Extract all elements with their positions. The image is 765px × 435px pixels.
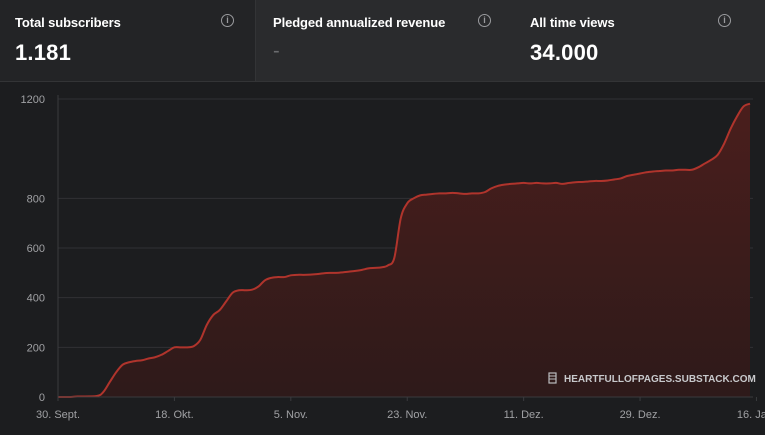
x-tick-label: 5. Nov.	[274, 409, 308, 421]
x-tick-label: 16. Jan.	[737, 409, 765, 421]
info-icon[interactable]: i	[478, 14, 491, 27]
stat-card-total-subscribers[interactable]: Total subscribers 1.181 i	[0, 0, 255, 81]
x-tick-label: 11. Dez.	[504, 409, 544, 421]
subscriber-chart-svg[interactable]: 0 200 400 600 800 1200 30. Sept. 18. Okt. 5. Nov…	[0, 82, 765, 430]
series-line	[57, 102, 751, 399]
subscriber-chart: 0 200 400 600 800 1200 30. Sept. 18. Okt. 5. Nov…	[0, 82, 765, 430]
tick-labels: 0 200 400 600 800 1200 30. Sept. 18. Okt. 5. Nov…	[21, 94, 765, 421]
stat-label: Total subscribers	[15, 15, 121, 30]
x-tick-label: 29. Dez.	[620, 409, 661, 421]
axis-layer	[57, 95, 757, 401]
stat-label: Pledged annualized revenue	[273, 15, 446, 30]
stat-value: -	[273, 40, 280, 62]
x-tick-label: 30. Sept.	[36, 409, 80, 421]
area-fill	[58, 103, 750, 398]
watermark: HEARTFULLOFPAGES.SUBSTACK.COM	[548, 372, 756, 385]
info-icon[interactable]: i	[718, 14, 731, 27]
stat-value: 34.000	[530, 40, 599, 65]
y-tick-label: 400	[27, 293, 45, 305]
y-tick-label: 200	[27, 342, 45, 354]
y-tick-label: 0	[39, 392, 45, 404]
stat-card-pledged-revenue[interactable]: Pledged annualized revenue - i	[255, 0, 512, 81]
stat-card-all-time-views[interactable]: All time views 34.000 i	[512, 0, 765, 81]
stats-bar: Total subscribers 1.181 i Pledged annual…	[0, 0, 765, 82]
area-layer	[57, 102, 751, 399]
y-tick-label: 600	[27, 243, 45, 255]
y-tick-label: 800	[27, 193, 45, 205]
bookmark-icon	[548, 372, 557, 384]
x-tick-label: 18. Okt.	[155, 409, 194, 421]
watermark-text: HEARTFULLOFPAGES.SUBSTACK.COM	[564, 374, 756, 385]
stat-value: 1.181	[15, 40, 72, 65]
y-tick-label: 1200	[21, 94, 45, 106]
info-icon[interactable]: i	[221, 14, 234, 27]
stat-label: All time views	[530, 15, 615, 30]
x-tick-label: 23. Nov.	[387, 409, 427, 421]
